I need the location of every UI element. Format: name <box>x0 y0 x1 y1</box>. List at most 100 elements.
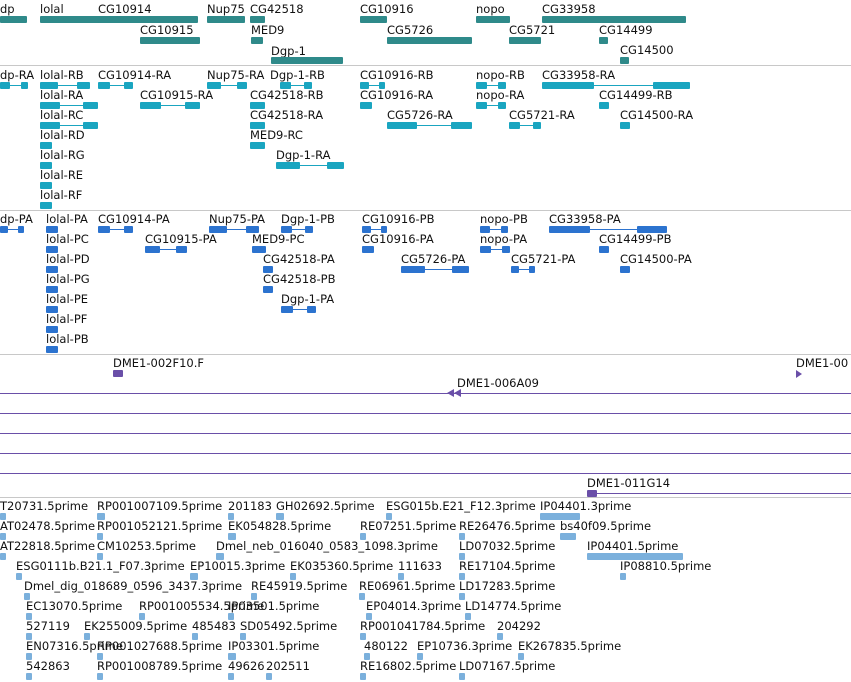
transcript-label[interactable]: CG10914-RA <box>98 68 172 82</box>
gene-feature[interactable] <box>476 16 510 23</box>
transcript-label[interactable]: nopo-RA <box>476 88 525 102</box>
est-exon[interactable] <box>0 553 6 560</box>
est-exon[interactable] <box>228 613 234 620</box>
protein-exon[interactable] <box>307 306 316 313</box>
gene-label[interactable]: CG10914 <box>98 2 152 16</box>
transcript-label[interactable]: Nup75-RA <box>207 68 265 82</box>
gene-label[interactable]: Nup75 <box>207 2 245 16</box>
transcript-label[interactable]: lolal-RD <box>40 128 85 142</box>
est-label[interactable]: RE45919.5prime <box>251 579 348 593</box>
protein-exon[interactable] <box>46 286 58 293</box>
est-label[interactable]: SD05492.5prime <box>240 619 338 633</box>
est-label[interactable]: EK267835.5prime <box>518 639 622 653</box>
est-label[interactable]: EC13070.5prime <box>26 599 123 613</box>
est-exon[interactable] <box>240 633 246 640</box>
gene-label[interactable]: CG14500 <box>620 43 674 57</box>
clone-feature[interactable] <box>587 490 597 497</box>
transcript-exon[interactable] <box>498 102 506 109</box>
est-exon[interactable] <box>0 513 6 520</box>
est-exon[interactable] <box>228 673 234 680</box>
est-exon[interactable] <box>366 613 372 620</box>
est-label[interactable]: EK255009.5prime <box>84 619 188 633</box>
est-exon[interactable] <box>97 673 103 680</box>
est-label[interactable]: 202511 <box>266 659 310 673</box>
est-label[interactable]: bs40f09.5prime <box>560 519 652 533</box>
est-exon[interactable] <box>139 613 145 620</box>
protein-exon[interactable] <box>362 246 374 253</box>
est-exon[interactable] <box>459 553 465 560</box>
protein-exon[interactable] <box>145 246 160 253</box>
transcript-label[interactable]: CG33958-RA <box>542 68 616 82</box>
gene-label[interactable]: CG42518 <box>250 2 304 16</box>
est-label[interactable]: IP03501.5prime <box>228 599 320 613</box>
gene-feature[interactable] <box>271 57 343 64</box>
protein-exon[interactable] <box>209 226 227 233</box>
transcript-exon[interactable] <box>185 102 200 109</box>
protein-exon[interactable] <box>305 226 313 233</box>
transcript-label[interactable]: lolal-RG <box>40 148 85 162</box>
gene-feature[interactable] <box>0 16 27 23</box>
clone-label[interactable]: DME1-002F10.F <box>113 356 204 370</box>
transcript-exon[interactable] <box>360 102 372 109</box>
protein-exon[interactable] <box>529 266 535 273</box>
transcript-exon[interactable] <box>21 82 28 89</box>
transcript-exon[interactable] <box>237 82 247 89</box>
est-label[interactable]: 480122 <box>364 639 408 653</box>
est-label[interactable]: RE07251.5prime <box>360 519 457 533</box>
gene-feature[interactable] <box>140 37 200 44</box>
est-label[interactable]: ESG0111b.B21.1_F07.3prime <box>16 559 185 573</box>
transcript-exon[interactable] <box>379 82 385 89</box>
est-label[interactable]: EK054828.5prime <box>228 519 332 533</box>
clone-label[interactable]: DME1-006A09 <box>457 376 539 390</box>
transcript-label[interactable]: lolal-RA <box>40 88 84 102</box>
est-exon[interactable] <box>97 553 103 560</box>
transcript-exon[interactable] <box>280 82 291 89</box>
protein-label[interactable]: nopo-PA <box>480 232 528 246</box>
est-exon[interactable] <box>459 673 465 680</box>
est-label[interactable]: LD14774.5prime <box>465 599 562 613</box>
transcript-exon[interactable] <box>476 102 487 109</box>
protein-exon[interactable] <box>502 246 510 253</box>
est-label[interactable]: ESG015b.E21_F12.3prime <box>386 499 536 513</box>
est-exon[interactable] <box>0 533 6 540</box>
transcript-label[interactable]: CG14499-RB <box>599 88 673 102</box>
transcript-exon[interactable] <box>77 82 90 89</box>
transcript-exon[interactable] <box>250 142 265 149</box>
protein-exon[interactable] <box>281 226 292 233</box>
protein-label[interactable]: lolal-PG <box>46 272 90 286</box>
protein-exon[interactable] <box>176 246 187 253</box>
est-label[interactable]: 204292 <box>497 619 541 633</box>
est-label[interactable]: AT02478.5prime <box>0 519 96 533</box>
transcript-exon[interactable] <box>476 82 487 89</box>
protein-label[interactable]: lolal-PC <box>46 232 89 246</box>
protein-exon[interactable] <box>263 286 273 293</box>
protein-exon[interactable] <box>124 226 133 233</box>
est-exon[interactable] <box>290 573 296 580</box>
est-exon[interactable] <box>459 533 465 540</box>
est-label[interactable]: 201183 <box>228 499 272 513</box>
transcript-label[interactable]: CG14500-RA <box>620 108 694 122</box>
est-label[interactable]: LD17283.5prime <box>459 579 556 593</box>
protein-exon[interactable] <box>452 266 469 273</box>
est-label[interactable]: IP08810.5prime <box>620 559 712 573</box>
protein-exon[interactable] <box>362 226 371 233</box>
protein-label[interactable]: lolal-PF <box>46 312 88 326</box>
est-label[interactable]: 542863 <box>26 659 70 673</box>
gene-feature[interactable] <box>599 37 608 44</box>
transcript-label[interactable]: dp-RA <box>0 68 35 82</box>
est-exon[interactable] <box>587 553 683 560</box>
est-label[interactable]: T20731.5prime <box>0 499 89 513</box>
est-exon[interactable] <box>540 513 580 520</box>
est-label[interactable]: RP001005534.5prime <box>139 599 265 613</box>
gene-feature[interactable] <box>207 16 245 23</box>
est-exon[interactable] <box>192 633 198 640</box>
clone-marker[interactable] <box>796 370 802 378</box>
est-exon[interactable] <box>459 573 465 580</box>
transcript-label[interactable]: lolal-RB <box>40 68 84 82</box>
protein-exon[interactable] <box>511 266 519 273</box>
est-label[interactable]: Dmel_neb_016040_0583_1098.3prime <box>216 539 438 553</box>
transcript-exon[interactable] <box>140 102 161 109</box>
protein-exon[interactable] <box>46 326 58 333</box>
est-exon[interactable] <box>266 673 272 680</box>
protein-exon[interactable] <box>480 246 491 253</box>
